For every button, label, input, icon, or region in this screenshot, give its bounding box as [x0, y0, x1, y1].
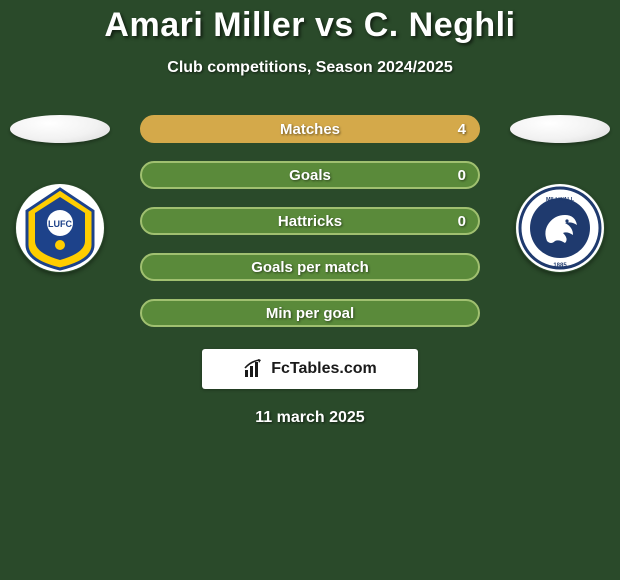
stat-value-right: 4: [458, 121, 466, 138]
stat-value-right: 0: [458, 167, 466, 184]
bar-chart-icon: [243, 358, 265, 380]
player-right-avatar: [510, 115, 610, 143]
svg-text:LUFC: LUFC: [48, 219, 72, 229]
player-left-column: LUFC: [0, 115, 120, 273]
stat-label: Goals: [289, 167, 331, 184]
comparison-panel: LUFC MILLWALL 1885 Matches4Goals0Hattric…: [0, 115, 620, 427]
player-right-column: MILLWALL 1885: [500, 115, 620, 273]
stat-label: Min per goal: [266, 305, 354, 322]
svg-text:1885: 1885: [553, 263, 567, 269]
stat-row: Hattricks 0: [140, 207, 480, 235]
club-badge-left: LUFC: [15, 183, 105, 273]
stat-rows: Matches 4 Goals 0 Hattricks 0 Goals per match M…: [140, 115, 480, 327]
club-badge-right: MILLWALL 1885: [515, 183, 605, 273]
page-title: Amari Miller vs C. Neghli: [0, 0, 620, 45]
branding-text: FcTables.com: [271, 360, 377, 378]
stat-label: Goals per match: [251, 259, 369, 276]
stat-row: Matches 4: [140, 115, 480, 143]
stat-row: Goals 0: [140, 161, 480, 189]
leeds-badge-icon: LUFC: [15, 183, 105, 273]
stat-value-right: 0: [458, 213, 466, 230]
stat-row: Goals per match: [140, 253, 480, 281]
branding-box: FcTables.com: [202, 349, 418, 389]
player-left-avatar: [10, 115, 110, 143]
stat-label: Matches: [280, 121, 340, 138]
footer-date: 11 march 2025: [0, 409, 620, 427]
stat-label: Hattricks: [278, 213, 342, 230]
subtitle: Club competitions, Season 2024/2025: [0, 59, 620, 77]
millwall-badge-icon: MILLWALL 1885: [515, 183, 605, 273]
stat-row: Min per goal: [140, 299, 480, 327]
svg-text:MILLWALL: MILLWALL: [546, 197, 575, 203]
